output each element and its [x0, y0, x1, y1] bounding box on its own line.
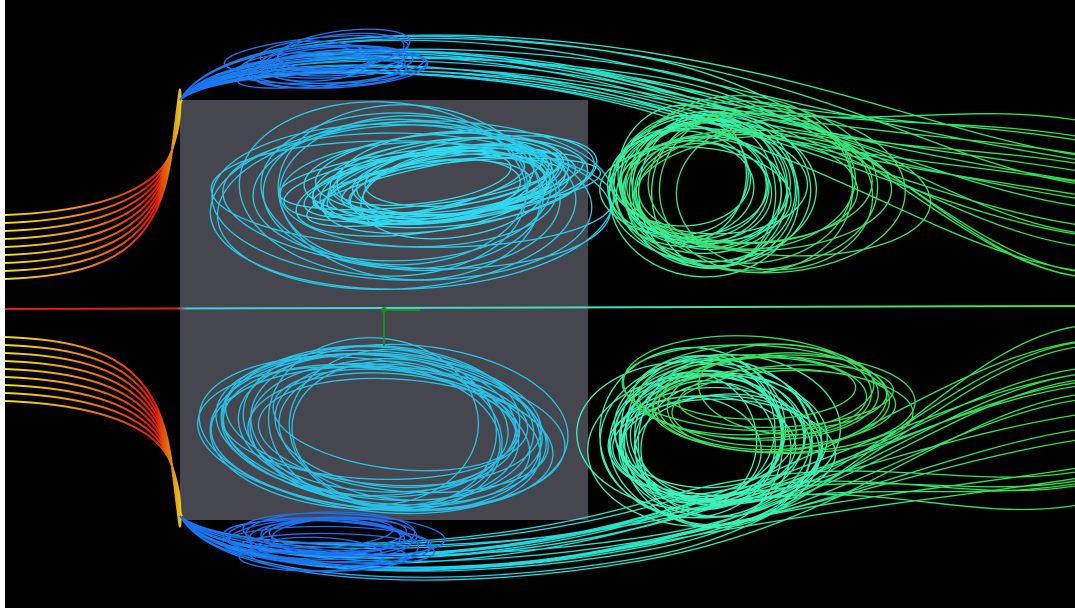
axis-origin — [381, 307, 387, 313]
flow-visualization — [0, 0, 1075, 613]
page: (() => { JSON.parse(document.getElementB… — [0, 0, 1075, 613]
